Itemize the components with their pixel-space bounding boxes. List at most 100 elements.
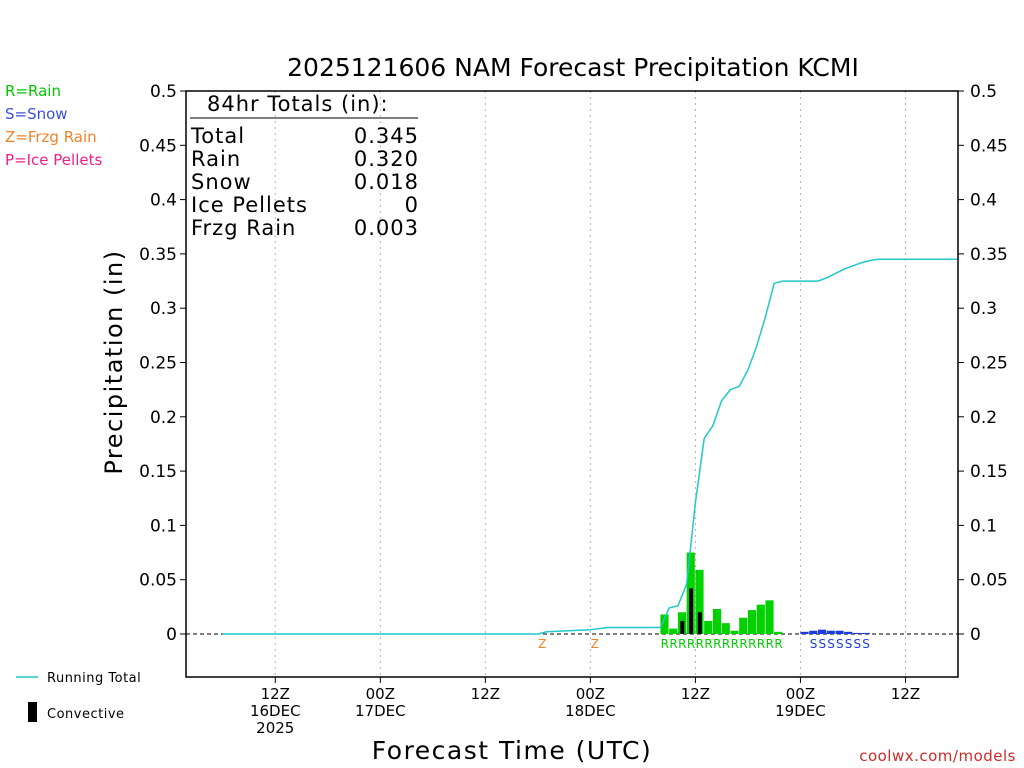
y-tick-label-right: 0.45 [970, 136, 1008, 156]
y-tick-label-right: 0.05 [970, 571, 1008, 591]
y-tick-label-left: 0.3 [150, 299, 177, 319]
y-tick-label-left: 0 [166, 625, 177, 645]
convective-swatch [28, 702, 37, 722]
y-tick-label-right: 0.5 [970, 82, 997, 102]
ptype-legend-entry: S=Snow [5, 105, 68, 123]
totals-row-label: Snow [191, 170, 252, 194]
running-total-series [222, 258, 958, 635]
x-tick-label: 12Z [261, 685, 290, 703]
ptype-marker: R [678, 637, 686, 651]
y-axis-ticks: 0 0 0.05 0.05 0.1 0.1 0.15 0.15 0.2 0.2 0.25 0.25 0.… [139, 82, 1008, 645]
x-tick-label: 00Z [576, 685, 605, 703]
bar-series [660, 552, 870, 634]
x-tick-label: 00Z [786, 685, 815, 703]
x-tick-label: 12Z [681, 685, 710, 703]
running-total-line [222, 258, 958, 635]
watermark: coolwx.com/models [859, 747, 1016, 765]
ptype-marker: S [845, 637, 853, 651]
ptype-marker: Z [591, 637, 599, 651]
rain-bar [756, 604, 765, 634]
totals-row-label: Total [190, 124, 245, 148]
y-tick-label-left: 0.4 [150, 191, 177, 211]
x-tick-label: 2025 [256, 719, 294, 737]
snow-bar [852, 632, 862, 634]
rain-bar [730, 630, 739, 634]
totals-row-value: 0.320 [354, 147, 419, 171]
ptype-marker: S [862, 637, 870, 651]
ptype-marker: R [722, 637, 730, 651]
ptype-legend-entry: R=Rain [5, 82, 61, 100]
y-tick-label-left: 0.35 [139, 245, 177, 265]
y-tick-label-right: 0.15 [970, 462, 1008, 482]
y-axis-label: Precipitation (in) [100, 249, 128, 474]
y-tick-label-left: 0.1 [150, 516, 177, 536]
series-legend: Running Total Convective [16, 671, 141, 722]
ptype-marker: R [731, 637, 739, 651]
snow-bar [817, 629, 827, 634]
convective-bar [680, 620, 685, 634]
rain-bar [660, 614, 669, 634]
convective-bar [689, 588, 694, 634]
convective-bar [697, 612, 702, 634]
ptype-marker: R [696, 637, 704, 651]
plot-border [185, 90, 959, 678]
totals-header: 84hr Totals (in): [207, 92, 389, 116]
rain-bar [712, 609, 722, 634]
ptype-marker: R [748, 637, 756, 651]
y-tick-label-left: 0.05 [139, 571, 177, 591]
rain-bar [669, 628, 678, 634]
totals-row-label: Ice Pellets [191, 193, 308, 217]
rain-bar [774, 631, 783, 634]
rain-bar [695, 569, 704, 634]
ptype-marker: S [819, 637, 827, 651]
x-tick-label: 00Z [366, 685, 395, 703]
chart-title: 2025121606 NAM Forecast Precipitation KC… [287, 53, 859, 82]
rain-bar [704, 620, 713, 634]
totals-box: 84hr Totals (in): Total 0.345 Rain 0.320 Snow… [190, 92, 419, 240]
rain-bar [747, 610, 757, 634]
x-tick-label: 16DEC [250, 702, 301, 720]
ptype-marker: R [713, 637, 721, 651]
ptype-marker: R [669, 637, 677, 651]
snow-bar [861, 632, 870, 634]
ptype-legend-entry: P=Ice Pellets [5, 151, 102, 169]
x-tick-label: 17DEC [355, 702, 406, 720]
y-tick-label-right: 0.4 [970, 191, 997, 211]
totals-row-label: Rain [191, 147, 241, 171]
y-tick-label-left: 0.5 [150, 82, 177, 102]
snow-bar [800, 631, 809, 634]
totals-row-label: Frzg Rain [191, 216, 296, 240]
x-axis-label: Forecast Time (UTC) [372, 736, 652, 765]
y-tick-label-right: 0.2 [970, 408, 997, 428]
ptype-marker: S [827, 637, 835, 651]
ptype-marker: R [704, 637, 712, 651]
rain-bar [721, 623, 730, 634]
rain-bar [739, 617, 748, 634]
snow-bar [835, 630, 844, 634]
ptype-marker: R [757, 637, 765, 651]
ptype-marker: S [854, 637, 862, 651]
ptype-marker: S [810, 637, 818, 651]
y-tick-label-right: 0.25 [970, 354, 1008, 374]
ptype-marker: R [774, 637, 782, 651]
ptype-marker: R [766, 637, 774, 651]
totals-row-value: 0.345 [354, 124, 419, 148]
y-tick-label-right: 0 [970, 625, 981, 645]
running-total-legend-label: Running Total [47, 671, 141, 686]
x-tick-label: 12Z [891, 685, 920, 703]
ptype-legend-entry: Z=Frzg Rain [5, 128, 97, 146]
y-tick-label-left: 0.15 [139, 462, 177, 482]
y-tick-label-left: 0.2 [150, 408, 177, 428]
ptype-marker: R [687, 637, 695, 651]
x-tick-label: 18DEC [565, 702, 616, 720]
x-tick-label: 12Z [471, 685, 500, 703]
plot-frame [185, 90, 959, 678]
snow-bar [844, 631, 853, 634]
ptype-marker: R [739, 637, 747, 651]
snow-bar [809, 630, 818, 634]
totals-row-value: 0.003 [354, 216, 419, 240]
y-tick-label-left: 0.45 [139, 136, 177, 156]
